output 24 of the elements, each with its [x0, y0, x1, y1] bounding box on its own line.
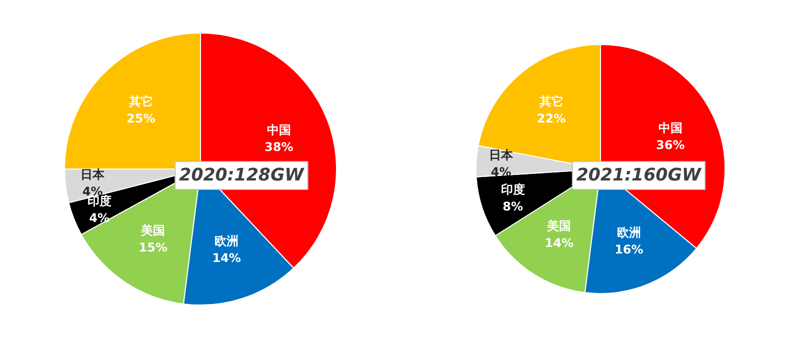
slice-label: 日本	[80, 168, 106, 182]
slice-label: 欧洲	[616, 226, 641, 240]
slice-label: 中国	[266, 123, 291, 138]
slice-label: 日本	[489, 148, 514, 162]
slice-label: 印度	[500, 182, 525, 196]
data-label: 16%	[614, 242, 644, 257]
data-label: 8%	[502, 199, 524, 214]
data-label: 36%	[656, 138, 685, 152]
data-label: 22%	[536, 112, 566, 126]
data-label: 14%	[544, 236, 574, 250]
slice-label: 美国	[546, 219, 572, 234]
text: 2020:128GW	[179, 166, 305, 186]
slice-label: 欧洲	[214, 234, 239, 248]
text: 2021:160GW	[576, 166, 702, 186]
data-label: 14%	[212, 251, 241, 266]
slice-label: 其它	[128, 94, 153, 109]
slice-label: 美国	[140, 224, 166, 238]
data-label: 4%	[89, 210, 110, 225]
slice-label: 中国	[658, 121, 682, 136]
data-label: 15%	[138, 240, 168, 255]
data-label: 4%	[490, 164, 512, 179]
slice-label: 其它	[538, 94, 564, 109]
data-label: 25%	[126, 112, 156, 126]
data-label: 38%	[264, 140, 294, 154]
